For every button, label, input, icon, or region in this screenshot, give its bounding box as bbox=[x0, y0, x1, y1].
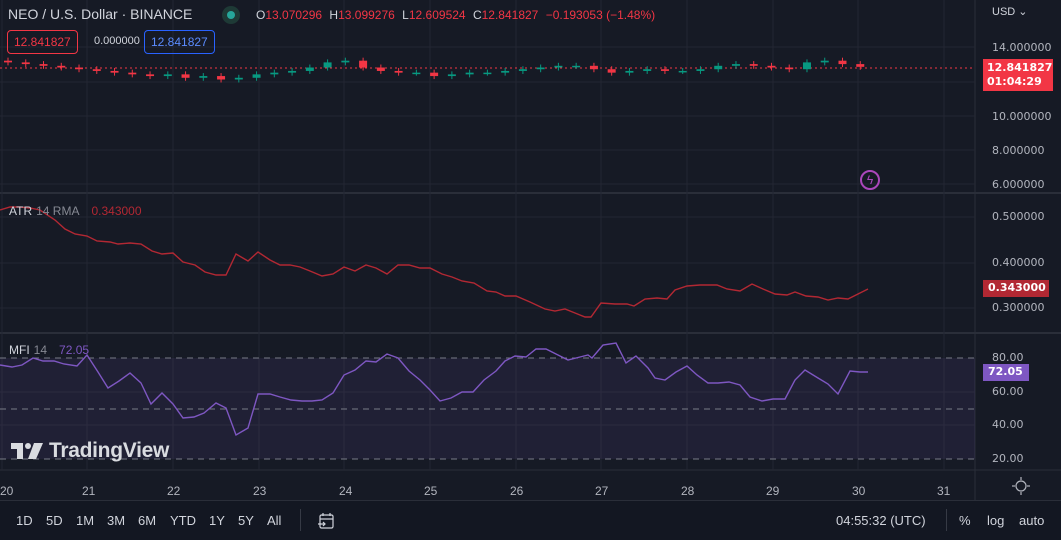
go-to-date-icon[interactable] bbox=[317, 512, 335, 530]
log-scale-toggle[interactable]: log bbox=[987, 513, 1005, 528]
buy-button[interactable]: 12.841827 bbox=[144, 30, 215, 54]
high-value: 13.099276 bbox=[338, 8, 395, 22]
atr-tick: 0.500000 bbox=[992, 210, 1045, 223]
range-ytd-button[interactable]: YTD bbox=[170, 513, 196, 528]
atr-last-value-tag: 0.343000 bbox=[983, 280, 1049, 297]
mfi-last-value-tag: 72.05 bbox=[983, 364, 1029, 381]
price-tick: 14.000000 bbox=[992, 41, 1052, 54]
close-value: 12.841827 bbox=[481, 8, 539, 22]
range-5y-button[interactable]: 5Y bbox=[238, 513, 254, 528]
time-tick: 28 bbox=[681, 484, 695, 498]
close-label: C bbox=[472, 8, 482, 22]
high-label: H bbox=[329, 8, 339, 22]
sell-button[interactable]: 12.841827 bbox=[7, 30, 78, 54]
mfi-legend[interactable]: MFI 14 72.05 bbox=[9, 343, 89, 357]
currency-selector[interactable]: USD ⌄ bbox=[992, 5, 1028, 18]
mfi-tick: 80.00 bbox=[992, 351, 1024, 364]
tradingview-logo[interactable]: TradingView bbox=[11, 439, 169, 463]
mfi-line bbox=[0, 342, 868, 437]
tradingview-logo-icon bbox=[11, 443, 43, 459]
mfi-tick: 60.00 bbox=[992, 385, 1024, 398]
range-5d-button[interactable]: 5D bbox=[46, 513, 63, 528]
range-1d-button[interactable]: 1D bbox=[16, 513, 33, 528]
mfi-params: 14 bbox=[33, 343, 48, 357]
symbol-title[interactable]: NEO / U.S. Dollar · BINANCE bbox=[8, 6, 193, 22]
change-value: −0.193053 (−1.48%) bbox=[545, 8, 656, 22]
market-status-icon[interactable] bbox=[222, 6, 240, 24]
auto-scale-toggle[interactable]: auto bbox=[1019, 513, 1045, 528]
low-label: L bbox=[402, 8, 409, 22]
time-tick: 29 bbox=[766, 484, 780, 498]
atr-tick: 0.400000 bbox=[992, 256, 1045, 269]
last-price-tag: 12.841827 01:04:29 bbox=[983, 59, 1053, 91]
candlestick-series bbox=[4, 57, 865, 83]
chart-settings-icon[interactable] bbox=[1012, 477, 1030, 495]
tradingview-wordmark: TradingView bbox=[49, 439, 170, 462]
mfi-name: MFI bbox=[9, 343, 30, 357]
lightning-icon[interactable]: ϟ bbox=[860, 170, 880, 190]
range-1m-button[interactable]: 1M bbox=[76, 513, 95, 528]
time-tick: 30 bbox=[852, 484, 866, 498]
currency-label: USD bbox=[992, 6, 1016, 18]
bar-countdown: 01:04:29 bbox=[987, 75, 1042, 88]
price-tick: 8.000000 bbox=[992, 144, 1045, 157]
atr-name: ATR bbox=[9, 204, 33, 218]
time-tick: 31 bbox=[937, 484, 951, 498]
low-value: 12.609524 bbox=[408, 8, 466, 22]
open-value: 13.070296 bbox=[265, 8, 323, 22]
time-tick: 21 bbox=[82, 484, 96, 498]
range-1y-button[interactable]: 1Y bbox=[209, 513, 225, 528]
time-tick: 25 bbox=[424, 484, 438, 498]
percent-scale-toggle[interactable]: % bbox=[959, 513, 971, 528]
utc-clock[interactable]: 04:55:32 (UTC) bbox=[836, 513, 926, 528]
range-3m-button[interactable]: 3M bbox=[107, 513, 126, 528]
spread-value: 0.000000 bbox=[94, 35, 140, 47]
atr-line bbox=[0, 206, 869, 318]
last-price-value: 12.841827 bbox=[987, 61, 1053, 74]
bottom-toolbar: 1D 5D 1M 3M 6M YTD 1Y 5Y All 04:55:32 (U… bbox=[0, 500, 1061, 540]
chevron-down-icon: ⌄ bbox=[1018, 6, 1028, 18]
open-label: O bbox=[256, 8, 266, 22]
mfi-tick: 20.00 bbox=[992, 452, 1024, 465]
atr-tick: 0.300000 bbox=[992, 301, 1045, 314]
time-tick: 26 bbox=[510, 484, 524, 498]
atr-legend[interactable]: ATR 14 RMA 0.343000 bbox=[9, 204, 142, 218]
time-tick: 24 bbox=[339, 484, 353, 498]
range-6m-button[interactable]: 6M bbox=[138, 513, 157, 528]
ohlc-legend: O13.070296 H13.099276 L12.609524 C12.841… bbox=[256, 8, 659, 22]
atr-params: 14 RMA bbox=[36, 204, 80, 218]
mfi-tick: 40.00 bbox=[992, 418, 1024, 431]
mfi-value: 72.05 bbox=[59, 343, 90, 357]
toolbar-divider bbox=[946, 509, 947, 531]
price-tick: 6.000000 bbox=[992, 178, 1045, 191]
price-tick: 10.000000 bbox=[992, 110, 1052, 123]
toolbar-divider bbox=[300, 509, 301, 531]
time-tick: 22 bbox=[167, 484, 181, 498]
time-tick: 27 bbox=[595, 484, 609, 498]
range-all-button[interactable]: All bbox=[267, 513, 282, 528]
atr-value: 0.343000 bbox=[91, 204, 142, 218]
time-tick: 20 bbox=[0, 484, 14, 498]
time-tick: 23 bbox=[253, 484, 267, 498]
